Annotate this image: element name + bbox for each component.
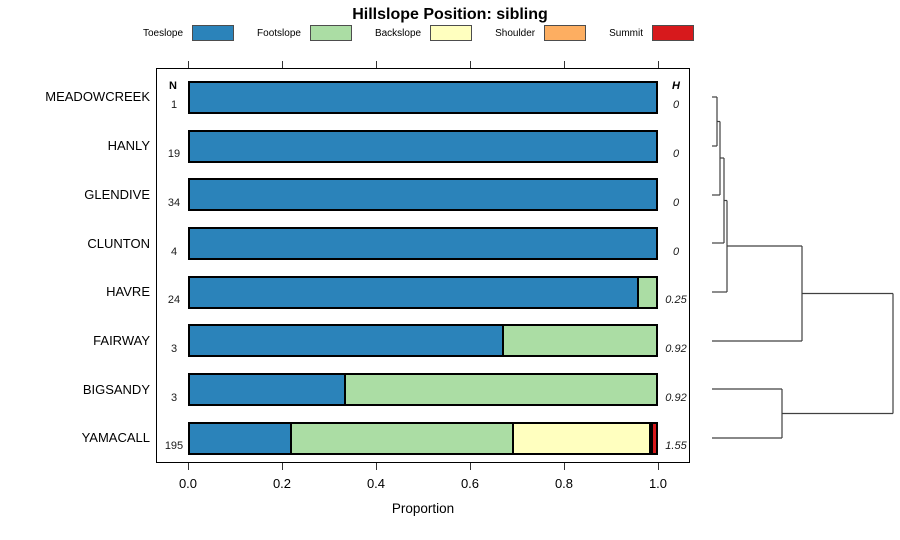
bar-segment-toeslope [190,229,656,258]
bar-segment-footslope [343,375,656,405]
h-column-header: H [672,80,680,92]
legend-item-footslope: Footslope [257,25,352,41]
bar-row [188,373,658,407]
axis-tick-bottom [657,463,659,470]
legend-label-footslope: Footslope [257,27,301,39]
n-value: 34 [167,196,181,209]
h-value: 0 [672,148,680,161]
y-axis-label: YAMACALL [81,430,150,446]
x-tick-label: 0.0 [178,476,198,491]
bar-segment-toeslope [190,423,291,453]
chart-title: Hillslope Position: sibling [352,6,548,23]
bar-row [188,324,658,358]
axis-tick-bottom [187,463,189,470]
bar-segment-footslope [502,326,656,356]
n-value: 1 [170,99,178,112]
x-axis-title: Proportion [391,501,455,516]
bar-segment-footslope [290,423,512,453]
n-value: 195 [164,440,184,453]
axis-tick-bottom [563,463,565,470]
axis-tick-top [563,61,565,68]
n-value: 4 [170,245,178,258]
h-value: 0 [672,245,680,258]
y-axis-label: FAIRWAY [93,332,150,348]
axis-tick-top [187,61,189,68]
legend-label-shoulder: Shoulder [495,27,536,39]
legend-item-summit: Summit [609,25,695,41]
bar-row [188,421,658,455]
y-axis-label: CLUNTON [87,235,150,251]
legend-label-backslope: Backslope [374,27,422,39]
bar-segment-toeslope [190,180,656,210]
h-value: 0.92 [665,391,687,404]
bar-segment-toeslope [190,326,503,356]
y-axis-label: BIGSANDY [82,381,150,397]
y-axis-label: MEADOWCREEK [45,89,150,105]
legend-item-toeslope: Toeslope [143,25,235,41]
h-value: 0.92 [665,342,687,355]
axis-tick-top [281,61,283,68]
bar-row [188,275,658,309]
h-value: 0 [672,196,680,209]
bar-row [188,80,658,114]
bar-row [188,178,658,212]
bar-segment-backslope [511,423,649,453]
legend-item-shoulder: Shoulder [495,25,587,41]
x-tick-label: 0.8 [554,476,574,491]
summit-swatch-icon [652,25,695,41]
shoulder-swatch-icon [544,25,587,41]
x-tick-label: 0.4 [366,476,386,491]
bar-row [188,129,658,163]
axis-tick-bottom [281,463,283,470]
h-value: 0.25 [665,294,687,307]
h-value: 0 [672,99,680,112]
bar-segment-toeslope [190,375,344,405]
legend-label-summit: Summit [609,27,644,39]
n-value: 24 [167,294,181,307]
bar-row [188,227,658,260]
n-column-header: N [169,80,177,92]
bar-segment-toeslope [190,82,656,112]
y-axis-label: GLENDIVE [84,186,150,202]
bar-segment-summit [651,423,656,453]
n-value: 3 [170,342,178,355]
backslope-swatch-icon [430,25,473,41]
bar-segment-shoulder [649,423,652,453]
n-value: 19 [167,148,181,161]
bar-segment-toeslope [190,277,638,307]
x-tick-label: 0.6 [460,476,480,491]
legend: Toeslope Footslope Backslope Shoulder Su… [143,25,695,41]
y-axis-label: HANLY [107,138,150,154]
y-axis-label: HAVRE [106,284,150,300]
n-value: 3 [170,391,178,404]
axis-tick-top [657,61,659,68]
footslope-swatch-icon [309,25,352,41]
axis-tick-bottom [375,463,377,470]
axis-tick-top [375,61,377,68]
h-value: 1.55 [665,440,687,453]
legend-item-backslope: Backslope [374,25,473,41]
legend-label-toeslope: Toeslope [143,27,184,39]
bar-segment-toeslope [190,131,656,161]
axis-tick-bottom [469,463,471,470]
bar-segment-footslope [637,277,656,307]
toeslope-swatch-icon [192,25,235,41]
x-tick-label: 1.0 [648,476,668,491]
x-tick-label: 0.2 [272,476,292,491]
axis-tick-top [469,61,471,68]
